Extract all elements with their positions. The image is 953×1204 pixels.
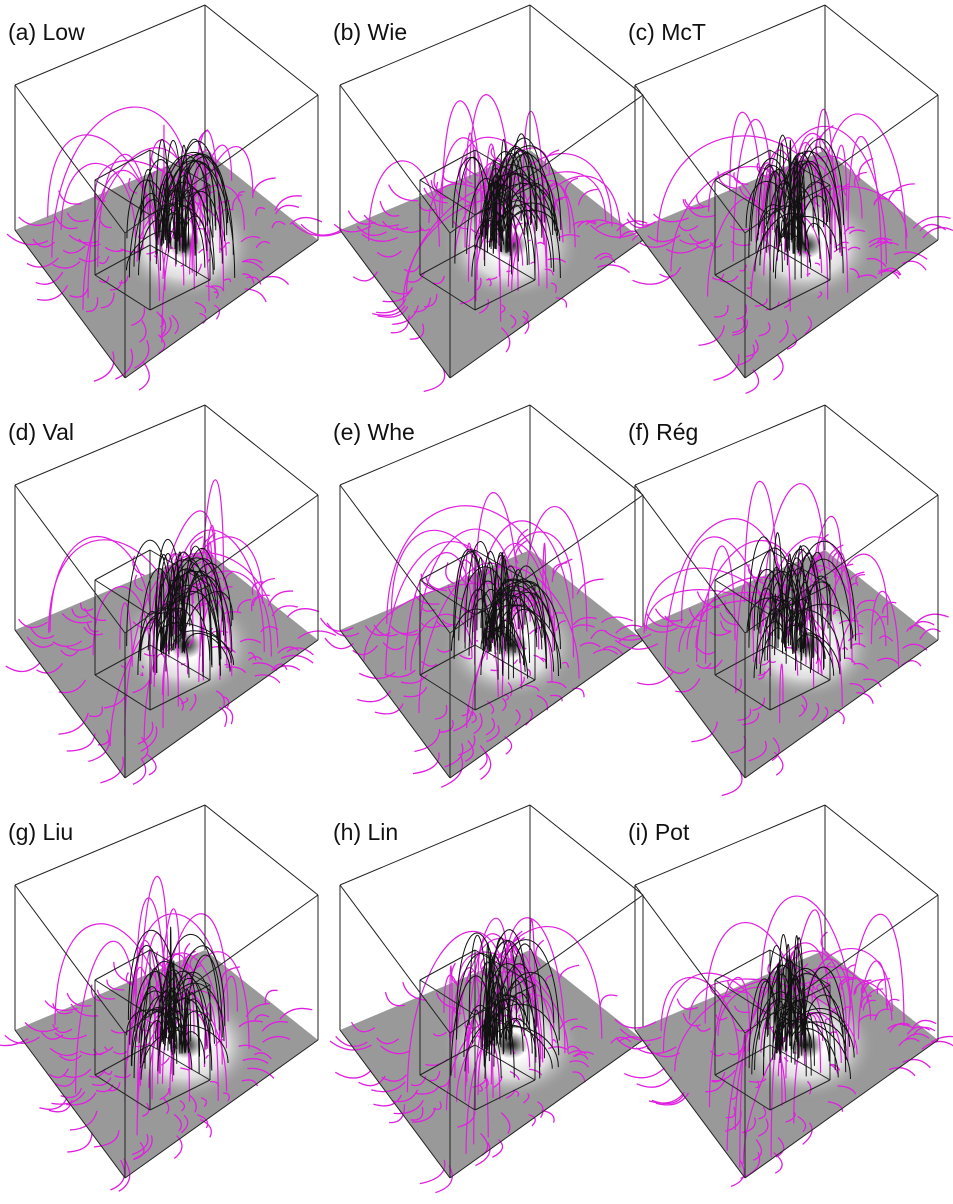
field-line — [773, 354, 783, 380]
field-line — [224, 706, 233, 724]
field-line — [443, 171, 455, 183]
box-edge — [15, 405, 205, 485]
panel: (a) Low — [7, 5, 322, 390]
field-line — [903, 1060, 931, 1068]
panel: (h) Lin — [330, 805, 652, 1193]
box-edge — [825, 805, 938, 895]
panel-label: (b) Wie — [333, 19, 407, 45]
panel: (d) Val — [6, 405, 336, 784]
field-line — [67, 733, 95, 751]
box-edge — [635, 405, 825, 485]
field-line — [142, 665, 143, 667]
panel: (g) Liu — [0, 805, 318, 1191]
box-edge — [340, 805, 530, 885]
box-edge — [15, 805, 205, 885]
inner-box-edge — [420, 950, 475, 980]
field-line — [628, 212, 656, 225]
page: (a) Low (b) Wie (c) McT (d) Val (e) Whe (f) R… — [0, 0, 953, 1204]
field-line — [480, 752, 490, 780]
box-edge — [825, 5, 938, 95]
figure: (a) Low (b) Wie (c) McT (d) Val (e) Whe (f) R… — [0, 0, 953, 1204]
panel: (b) Wie — [292, 5, 666, 391]
box-edge — [15, 5, 205, 85]
field-line — [624, 1068, 664, 1078]
field-line — [722, 770, 742, 795]
field-line — [244, 289, 266, 302]
box-edge — [825, 405, 938, 495]
field-line — [424, 368, 445, 392]
field-line — [600, 995, 617, 1006]
field-line — [258, 578, 275, 596]
field-line — [287, 609, 319, 617]
box-edge — [530, 405, 643, 495]
field-line — [385, 992, 404, 1006]
field-line — [181, 265, 183, 266]
panel-label: (g) Liu — [8, 819, 73, 845]
field-line — [320, 618, 353, 631]
field-line — [59, 191, 82, 205]
box-edge — [635, 805, 825, 885]
field-line — [67, 1132, 92, 1152]
box-edge — [205, 805, 318, 895]
panel: (c) McT — [591, 5, 953, 393]
box-edge — [205, 405, 318, 495]
field-line — [794, 206, 795, 254]
box-edge — [205, 5, 318, 95]
field-line — [632, 275, 672, 284]
panel: (i) Pot — [615, 805, 953, 1186]
panel-label: (a) Low — [8, 19, 85, 45]
field-line — [275, 196, 302, 211]
field-line — [335, 1070, 371, 1078]
panel-label: (c) McT — [628, 19, 706, 45]
box-edge — [340, 5, 530, 85]
field-line — [357, 691, 390, 702]
field-line — [504, 737, 511, 755]
box-edge — [530, 5, 643, 95]
panel-label: (h) Lin — [333, 819, 398, 845]
panel-label: (d) Val — [8, 419, 74, 445]
panel: (f) Rég — [605, 405, 949, 796]
panel-label: (f) Rég — [628, 419, 698, 445]
field-line — [262, 277, 288, 285]
inner-box-edge — [95, 550, 150, 580]
box-edge — [340, 405, 530, 485]
box-edge — [530, 805, 643, 895]
panel: (e) Whe — [320, 405, 649, 787]
field-line — [389, 185, 419, 201]
field-line — [6, 663, 40, 672]
box-edge — [635, 5, 825, 85]
panel-label: (i) Pot — [628, 819, 690, 845]
panel-label: (e) Whe — [333, 419, 415, 445]
